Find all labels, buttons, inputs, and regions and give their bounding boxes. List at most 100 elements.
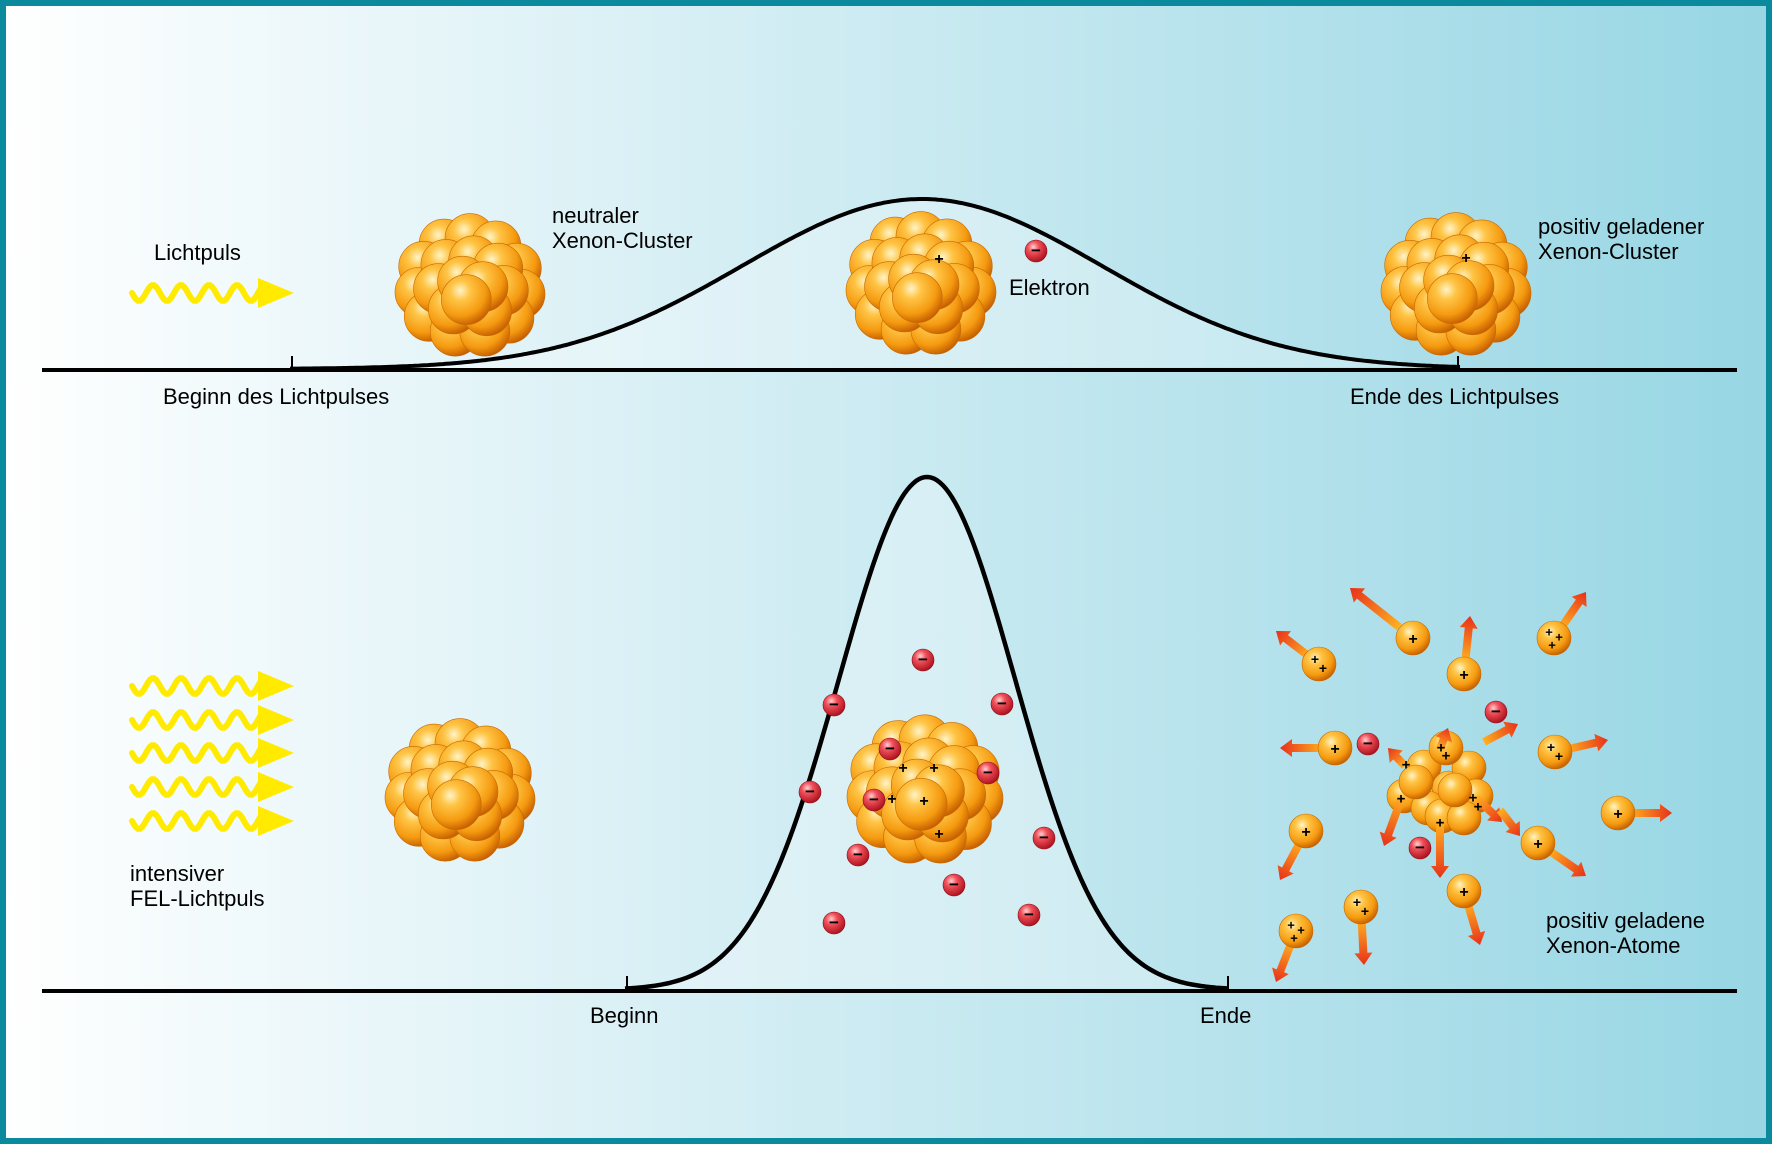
minus-sign: − <box>1415 838 1425 857</box>
electron-label: Elektron <box>1009 275 1090 300</box>
xenon-ion <box>1446 656 1482 692</box>
plus-sign: + <box>1287 918 1295 933</box>
electron-icon: − <box>1017 903 1041 927</box>
xenon-atom <box>440 274 492 325</box>
plus-sign: + <box>1330 741 1339 758</box>
minus-sign: − <box>1491 702 1501 721</box>
electron-icon: − <box>990 692 1014 716</box>
motion-arrow-icon <box>1496 807 1520 836</box>
xenon-ion <box>1537 734 1573 770</box>
fel-pulse-label-line1: intensiver <box>130 861 224 886</box>
fel-light-wave-icon-4 <box>129 772 294 802</box>
motion-arrow-icon <box>1276 630 1312 660</box>
plus-sign: + <box>1547 739 1555 755</box>
motion-arrow-icon <box>1272 940 1296 982</box>
electron-icon: − <box>942 873 966 897</box>
electron-icon: − <box>1356 732 1380 756</box>
positive-ion-icon: + ++ <box>1536 620 1572 656</box>
electron-icon: − <box>798 780 822 804</box>
plus-sign: + <box>1459 884 1468 901</box>
plus-sign: + <box>919 793 928 810</box>
minus-sign: − <box>885 739 895 758</box>
plus-sign: + <box>1545 625 1553 640</box>
positive-ion-icon: ++ <box>1537 734 1573 770</box>
minus-sign: − <box>949 875 959 894</box>
motion-arrow-icon <box>1557 592 1587 631</box>
plus-sign: + <box>1437 739 1446 756</box>
plus-sign: + <box>1397 790 1406 807</box>
plus-sign: + <box>1442 747 1451 764</box>
minus-sign: − <box>853 845 863 864</box>
plus-sign: + <box>1301 824 1310 841</box>
minus-sign: − <box>918 650 928 669</box>
motion-arrow-icon <box>1473 795 1502 822</box>
positive-cluster-label-line2: Xenon-Cluster <box>1538 239 1679 264</box>
xenon-ion <box>1536 620 1572 656</box>
plus-sign: + <box>887 791 896 808</box>
electron-icon: − <box>822 693 846 717</box>
xenon-ion <box>1343 889 1379 925</box>
positive-cluster-label-line1: positiv geladener <box>1538 214 1704 239</box>
fel-end-label: Ende <box>1200 1003 1251 1028</box>
plus-sign: + <box>1555 748 1563 764</box>
positive-ion-icon: + <box>1600 795 1636 831</box>
positive-ion-icon: + <box>1446 656 1482 692</box>
plus-sign: + <box>1555 630 1563 645</box>
top-pulse-curve <box>290 197 1461 371</box>
electron-icon: − <box>911 648 935 672</box>
positive-ion-icon: + <box>1395 620 1431 656</box>
plus-sign: + <box>1474 798 1483 815</box>
minus-sign: − <box>829 695 839 714</box>
positive-ion-icon: + <box>1317 730 1353 766</box>
xenon-ion <box>1395 620 1431 656</box>
plus-sign: + <box>1290 931 1298 946</box>
electron-icon: − <box>1484 700 1508 724</box>
plus-sign: + <box>934 826 943 843</box>
positive-ion-icon: + <box>1446 873 1482 909</box>
minus-sign: − <box>1024 905 1034 924</box>
minus-sign: − <box>1039 828 1049 847</box>
fel-neutral-xenon-cluster <box>384 718 536 862</box>
motion-arrow-icon <box>1546 846 1587 877</box>
xenon-atom <box>1426 273 1478 324</box>
plus-sign: + <box>898 760 907 777</box>
electron-icon: − <box>976 761 1000 785</box>
plus-sign: + <box>1311 651 1319 667</box>
motion-arrow-icon <box>1482 721 1519 746</box>
ionizing-xenon-cluster: + <box>845 211 997 355</box>
positive-atoms-label-line2: Xenon-Atome <box>1546 933 1681 958</box>
electron-icon: − <box>878 737 902 761</box>
fel-light-wave-icon-2 <box>129 705 294 735</box>
minus-sign: − <box>829 913 839 932</box>
minus-sign: − <box>997 694 1007 713</box>
fel-ionizing-cluster: + ++ ++ <box>846 714 1004 864</box>
xenon-atom <box>430 779 482 830</box>
plus-sign: + <box>1297 923 1305 938</box>
electron-icon: − <box>862 788 886 812</box>
xenon-ion <box>1398 764 1434 800</box>
electron-icon: − <box>846 843 870 867</box>
positive-ion-icon: + <box>1520 825 1556 861</box>
xenon-ion <box>1600 795 1636 831</box>
neutral-cluster-label-line1: neutraler <box>552 203 639 228</box>
plus-sign: + <box>1461 250 1470 267</box>
xenon-atom <box>894 778 948 831</box>
xenon-ion <box>1317 730 1353 766</box>
minus-sign: − <box>1363 734 1373 753</box>
motion-arrow-icon <box>1280 739 1323 757</box>
xenon-ion <box>1446 873 1482 909</box>
motion-arrow-icon <box>1388 748 1408 769</box>
fel-light-wave-icon-3 <box>129 738 294 768</box>
plus-sign: + <box>1353 894 1361 910</box>
labels: Lichtpuls neutraler Xenon-Cluster Elektr… <box>130 203 1705 1028</box>
plus-sign: + <box>1459 667 1468 684</box>
xenon-ion <box>1520 825 1556 861</box>
electron-icon: − <box>1032 826 1056 850</box>
minus-sign: − <box>805 782 815 801</box>
motion-arrow-icon <box>1277 839 1304 881</box>
positive-ion-icon: ++ <box>1301 646 1337 682</box>
positive-ion-icon: ++ <box>1343 889 1379 925</box>
neutral-cluster-label-line2: Xenon-Cluster <box>552 228 693 253</box>
